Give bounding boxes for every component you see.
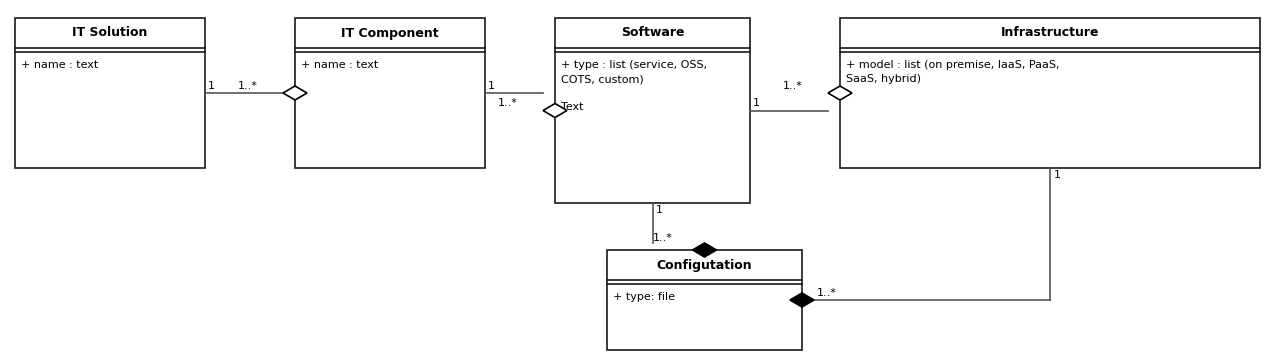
Bar [294, 18, 485, 168]
Text: 1: 1 [207, 81, 215, 91]
Text: + name : text: + name : text [20, 60, 99, 70]
Bar [15, 18, 205, 168]
Text: 1..*: 1..* [783, 81, 803, 91]
Text: Infrastructure: Infrastructure [1001, 26, 1100, 39]
Text: 1: 1 [488, 81, 495, 91]
Text: IT Solution: IT Solution [72, 26, 147, 39]
Text: Text: Text [561, 102, 584, 112]
Text: + name : text: + name : text [301, 60, 379, 70]
Text: 1..*: 1..* [498, 98, 518, 109]
Bar [607, 250, 803, 350]
Text: + type: file: + type: file [613, 292, 675, 302]
Polygon shape [692, 243, 717, 257]
Polygon shape [790, 293, 814, 307]
Bar [840, 18, 1260, 168]
Text: 1: 1 [655, 205, 663, 215]
Bar [556, 18, 750, 203]
Text: 1..*: 1..* [653, 233, 672, 243]
Text: COTS, custom): COTS, custom) [561, 74, 644, 84]
Text: Software: Software [621, 26, 685, 39]
Polygon shape [543, 104, 567, 118]
Text: + type : list (service, OSS,: + type : list (service, OSS, [561, 60, 707, 70]
Text: 1..*: 1..* [817, 288, 837, 298]
Text: Configutation: Configutation [657, 258, 753, 272]
Text: 1..*: 1..* [238, 81, 257, 91]
Polygon shape [283, 86, 307, 100]
Text: 1: 1 [1053, 170, 1061, 180]
Text: IT Component: IT Component [342, 26, 439, 39]
Polygon shape [828, 86, 852, 100]
Text: SaaS, hybrid): SaaS, hybrid) [846, 74, 922, 84]
Text: + model : list (on premise, IaaS, PaaS,: + model : list (on premise, IaaS, PaaS, [846, 60, 1060, 70]
Text: 1: 1 [753, 98, 760, 109]
